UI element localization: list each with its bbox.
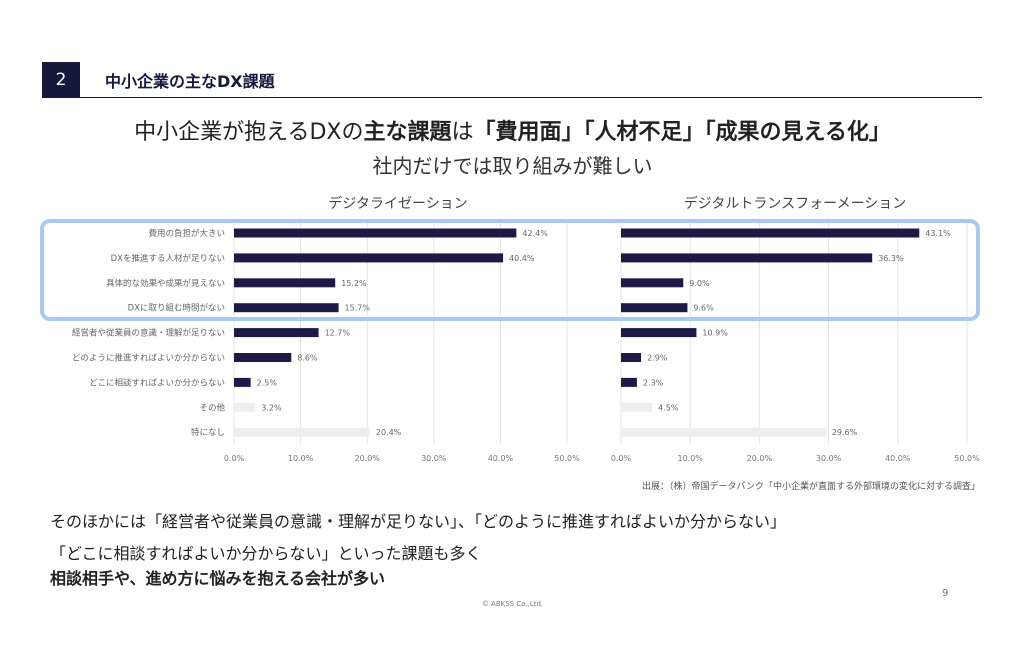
x-tick-label: 30.0% — [421, 454, 447, 463]
category-label: その他 — [199, 402, 225, 413]
data-label: 29.6% — [832, 428, 858, 437]
category-label: 特になし — [191, 427, 225, 438]
x-tick-label: 20.0% — [747, 454, 773, 463]
headline-prefix: 中小企業が抱えるDXの — [134, 120, 364, 145]
x-tick-label: 50.0% — [954, 454, 980, 463]
category-label: どのように推進すればよいか分からない — [72, 353, 225, 364]
data-label: 3.2% — [261, 403, 282, 412]
headline: 中小企業が抱えるDXの主な課題は「費用面」「人材不足」「成果の見える化」 — [0, 114, 1025, 146]
data-label: 2.5% — [257, 378, 278, 387]
bar — [234, 328, 319, 338]
category-label: DXに取り組む時間がない — [128, 303, 225, 314]
headline-bold2: 「費用面」「人材不足」「成果の見える化」 — [473, 120, 891, 145]
category-label: 具体的な効果や成果が見えない — [106, 278, 225, 289]
bar — [234, 402, 256, 412]
bar — [621, 228, 920, 238]
x-tick-label: 40.0% — [885, 454, 911, 463]
bar — [621, 278, 684, 288]
bar — [234, 427, 370, 437]
x-tick-label: 10.0% — [288, 454, 314, 463]
headline-mid: は — [451, 120, 474, 145]
bar — [234, 303, 339, 313]
data-label: 8.6% — [297, 354, 318, 363]
bar — [621, 427, 826, 437]
body-line-2: 「どこに相談すればよいか分からない」といった課題も多く — [50, 544, 482, 563]
bar — [621, 253, 873, 263]
bar — [621, 353, 642, 362]
category-label: DXを推進する人材が足りない — [111, 253, 225, 264]
body-line-1: そのほかには「経営者や従業員の意識・理解が足りない」、「どのように推進すればよい… — [50, 512, 787, 531]
data-label: 4.5% — [658, 403, 679, 412]
copyright: © ABKSS Co.,Ltd. — [481, 600, 544, 608]
headline-bold1: 主な課題 — [363, 120, 452, 145]
category-label: 経営者や従業員の意識・理解が足りない — [72, 328, 225, 339]
bar — [234, 228, 517, 238]
bar — [234, 253, 504, 263]
bar — [621, 377, 637, 387]
highlight-box — [40, 219, 980, 321]
bar — [234, 278, 336, 288]
section-number: 2 — [42, 62, 80, 97]
data-label: 36.3% — [878, 254, 904, 263]
bar — [621, 303, 688, 313]
bar-charts: デジタライゼーション 0.0% 10.0% 20.0% 30.0% 40.0% 50.0% 4… — [40, 195, 980, 463]
data-label: 9.6% — [693, 304, 714, 313]
data-label: 20.4% — [376, 428, 402, 437]
page-number: 9 — [942, 588, 949, 599]
section-title: 中小企業の主なDX課題 — [105, 72, 275, 91]
x-tick-label: 50.0% — [554, 454, 580, 463]
headline-subline: 社内だけでは取り組みが難しい — [372, 154, 653, 178]
data-label: 12.7% — [325, 329, 351, 338]
chart-title: デジタルトランスフォーメーション — [684, 195, 907, 212]
x-tick-label: 40.0% — [488, 454, 514, 463]
x-tick-label: 0.0% — [224, 454, 245, 463]
data-label: 15.2% — [341, 279, 367, 288]
chart-title: デジタライゼーション — [328, 195, 467, 212]
data-label: 42.4% — [522, 229, 548, 238]
body-line-3: 相談相手や、進め方に悩みを抱える会社が多い — [50, 569, 386, 588]
category-label: どこに相談すればよいか分からない — [89, 377, 225, 388]
data-label: 15.7% — [345, 304, 371, 313]
x-tick-label: 20.0% — [354, 454, 380, 463]
bar — [234, 377, 251, 387]
x-tick-label: 0.0% — [611, 454, 632, 463]
category-label: 費用の負担が大きい — [148, 228, 225, 239]
x-tick-label: 30.0% — [816, 454, 842, 463]
data-label: 2.3% — [643, 378, 664, 387]
bar — [621, 328, 697, 338]
data-label: 10.9% — [702, 329, 728, 338]
data-label: 2.9% — [647, 354, 668, 363]
source-note: 出展：（株）帝国データバンク「中小企業が直面する外部環境の変化に対する調査」 — [642, 482, 980, 492]
bar — [234, 353, 292, 362]
data-label: 40.4% — [509, 254, 535, 263]
data-label: 43.1% — [925, 229, 951, 238]
bar — [621, 402, 653, 412]
x-tick-label: 10.0% — [677, 454, 703, 463]
header-divider — [42, 97, 982, 98]
data-label: 9.0% — [689, 279, 710, 288]
